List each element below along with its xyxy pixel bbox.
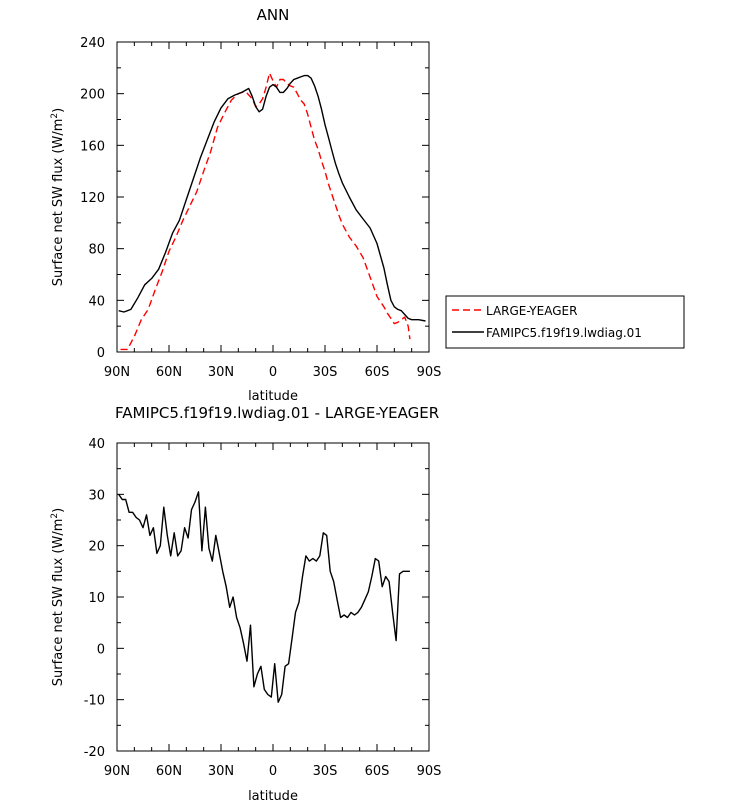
series-line-1: [118, 491, 410, 703]
x-tick-label: 90N: [104, 764, 130, 779]
y-tick-label: 40: [88, 437, 105, 452]
y-tick-label: 40: [88, 294, 105, 309]
x-tick-label: 0: [269, 764, 277, 779]
y-tick-label: 240: [80, 36, 105, 51]
y-tick-label: 80: [88, 243, 105, 258]
plot-frame: [116, 442, 430, 752]
x-tick-label: 90S: [417, 764, 442, 779]
y-axis-label: Surface net SW flux (W/m2): [50, 108, 66, 286]
x-tick-label: 60S: [365, 764, 390, 779]
chart-title: ANN: [257, 6, 290, 24]
y-tick-label: 160: [80, 139, 105, 154]
series-line-1: [120, 72, 411, 351]
legend-box: [445, 295, 685, 349]
y-tick-label: 120: [80, 191, 105, 206]
x-tick-label: 60N: [156, 365, 182, 380]
x-tick-label: 60S: [365, 365, 390, 380]
y-tick-label: -10: [84, 694, 105, 709]
chart-bottom: FAMIPC5.f19f19.lwdiag.01 - LARGE-YEAGER 9…: [50, 404, 441, 804]
series-line-2: [118, 74, 426, 322]
y-tick-label: -20: [84, 745, 105, 760]
legend-label: FAMIPC5.f19f19.lwdiag.01: [486, 326, 642, 340]
y-tick-label: 0: [97, 346, 105, 361]
x-axis-label: latitude: [248, 389, 298, 404]
y-axis-label: Surface net SW flux (W/m2): [50, 508, 66, 686]
x-tick-label: 30N: [208, 365, 234, 380]
x-tick-label: 0: [269, 365, 277, 380]
x-axis-label: latitude: [248, 789, 298, 804]
x-tick-label: 60N: [156, 764, 182, 779]
y-tick-label: 0: [97, 642, 105, 657]
y-tick-label: 10: [88, 591, 105, 606]
chart-top: ANN 90N 60N 30N 0 30S 60S 90S 0 40 80 120 160 200 240 l…: [50, 6, 685, 404]
y-tick-label: 200: [80, 88, 105, 103]
legend-label: LARGE-YEAGER: [486, 304, 577, 318]
x-tick-label: 30S: [313, 365, 338, 380]
y-tick-label: 20: [88, 540, 105, 555]
x-tick-label: 30N: [208, 764, 234, 779]
chart-title: FAMIPC5.f19f19.lwdiag.01 - LARGE-YEAGER: [115, 404, 439, 422]
x-tick-label: 90S: [417, 365, 442, 380]
x-tick-label: 90N: [104, 365, 130, 380]
y-tick-label: 30: [88, 488, 105, 503]
x-tick-label: 30S: [313, 764, 338, 779]
